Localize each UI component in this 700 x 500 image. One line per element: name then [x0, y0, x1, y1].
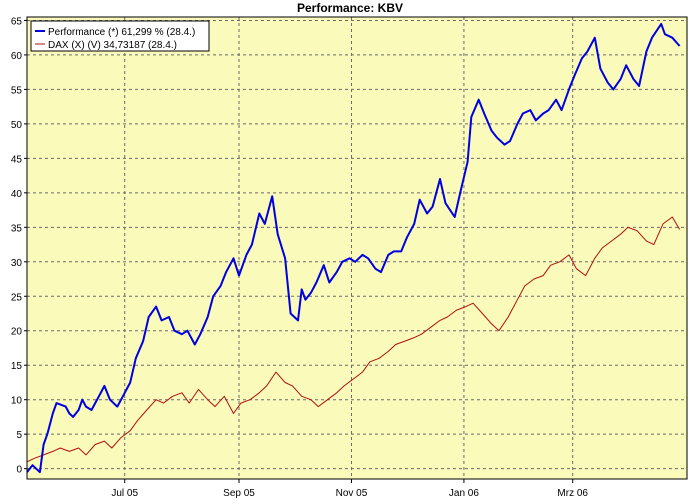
x-tick-label: Jul 05 [111, 488, 138, 499]
y-tick-label: 65 [11, 16, 23, 27]
y-axis: 0 5 10 15 20 25 30 35 40 45 50 55 60 65 [11, 16, 27, 476]
performance-line [26, 22, 681, 474]
y-tick-label: 60 [11, 51, 23, 62]
grid [27, 17, 687, 479]
x-tick-label: Sep 05 [223, 488, 255, 499]
legend: Performance (*) 61,299 % (28.4.) DAX (X) … [30, 20, 210, 52]
legend-box [30, 20, 210, 52]
y-tick-label: 35 [11, 223, 23, 234]
x-tick-label: Mrz 06 [557, 488, 588, 499]
y-tick-label: 15 [11, 361, 23, 372]
y-tick-label: 0 [16, 465, 22, 476]
plot-border [26, 16, 688, 480]
y-tick-label: 20 [11, 327, 23, 338]
y-tick-label: 45 [11, 154, 23, 165]
chart-title: Performance: KBV [296, 1, 404, 15]
x-axis: Jul 05 Sep 05 Nov 05 Jan 06 Mrz 06 [111, 479, 588, 499]
x-tick-label: Nov 05 [336, 488, 368, 499]
x-tick-label: Jan 06 [449, 488, 479, 499]
series-lines [26, 22, 681, 474]
y-tick-label: 5 [16, 430, 22, 441]
plot-area [27, 17, 687, 479]
y-tick-label: 50 [11, 120, 23, 131]
legend-label: Performance (*) 61,299 % (28.4.) [48, 27, 195, 38]
legend-label: DAX (X) (V) 34,73187 (28.4.) [48, 40, 177, 51]
y-tick-label: 40 [11, 189, 23, 200]
y-tick-label: 30 [11, 258, 23, 269]
y-tick-label: 25 [11, 292, 23, 303]
dax-line [26, 216, 681, 463]
y-tick-label: 10 [11, 396, 23, 407]
y-tick-label: 55 [11, 85, 23, 96]
